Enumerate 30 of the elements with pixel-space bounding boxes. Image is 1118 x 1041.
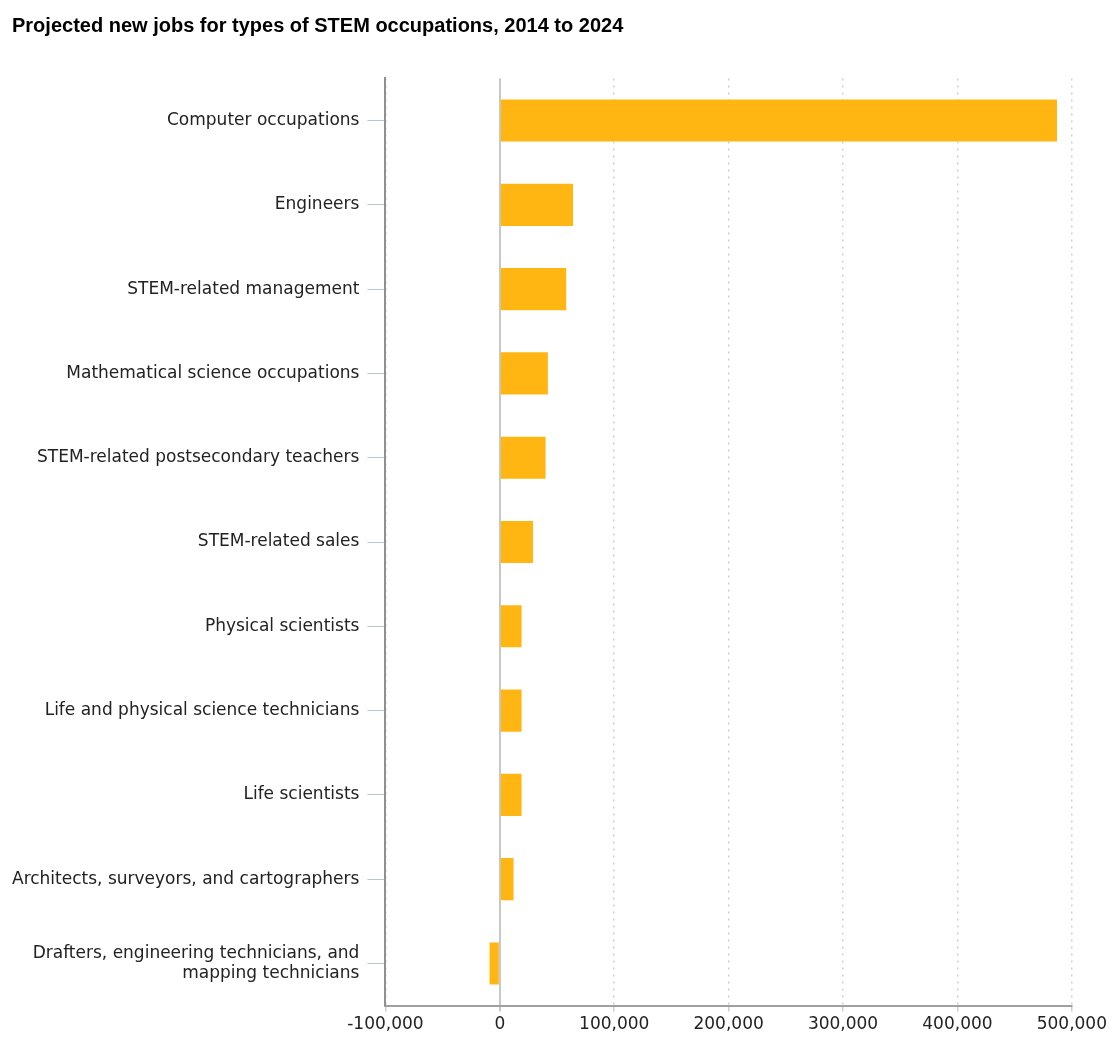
bar [500, 183, 574, 226]
x-tick-label: 0 [494, 1013, 506, 1034]
bar [500, 352, 548, 395]
y-tick-label: Physical scientists [204, 614, 360, 635]
y-tick-label: STEM-related postsecondary teachers [36, 446, 360, 467]
y-tick-label: Engineers [274, 193, 360, 214]
y-tick-label: Drafters, engineering technicians, and mapping technicians [32, 941, 360, 983]
x-tick-label: 300,000 [807, 1013, 879, 1034]
y-tick-label: Life and physical science technicians [44, 699, 360, 719]
bar [500, 268, 567, 311]
x-tick-label: 100,000 [579, 1013, 650, 1034]
bar [500, 99, 1057, 142]
y-tick-label: Life scientists [243, 783, 360, 804]
x-tick-label: 500,000 [1036, 1013, 1108, 1034]
bar [500, 436, 546, 479]
x-tick-label: 200,000 [693, 1013, 764, 1034]
bar [500, 773, 522, 816]
x-tick-label: 400,000 [922, 1013, 993, 1034]
bar [489, 942, 499, 985]
y-tick-label: STEM-related sales [197, 530, 360, 551]
bar [500, 858, 514, 901]
y-tick-label: STEM-related management [127, 277, 360, 298]
y-tick-label: Architects, surveyors, and cartographers [12, 867, 360, 888]
bar [500, 605, 522, 648]
bar [500, 689, 522, 732]
chart-title: Projected new jobs for types of STEM occupations, 2014 to 2024 [12, 14, 624, 37]
bar [500, 520, 533, 564]
x-tick-label: -100,000 [347, 1013, 424, 1034]
y-tick-label: Mathematical science occupations [66, 361, 360, 382]
y-tick-label: Computer occupations [167, 108, 360, 129]
